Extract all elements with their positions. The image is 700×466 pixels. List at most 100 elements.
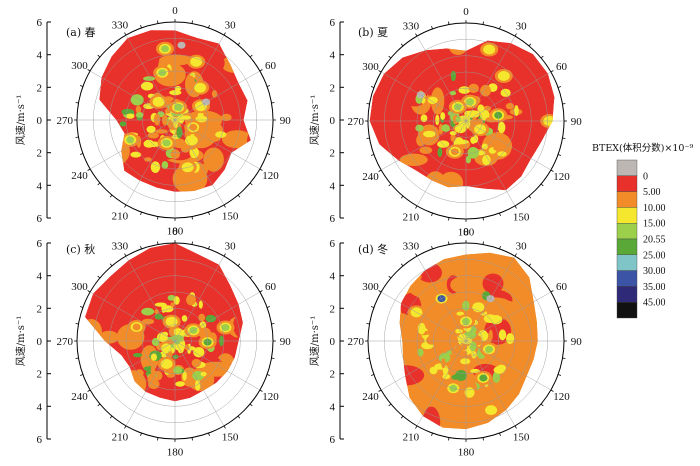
heatmap-cell: [175, 381, 186, 387]
polar-angle-tick: [223, 425, 226, 429]
heatmap-cell: [119, 121, 127, 127]
polar-angle-tick: [266, 306, 271, 308]
heatmap-cell: [144, 157, 152, 162]
heatmap-cell: [203, 147, 224, 172]
angle-tick-label: 30: [516, 21, 528, 33]
polar-angle-tick: [97, 403, 101, 407]
heatmap-cell: [481, 143, 488, 150]
polar-angle-tick: [259, 69, 263, 72]
heatmap-hotspot: [197, 102, 205, 110]
polar-angle-tick: [431, 25, 433, 30]
polar-angle-tick: [97, 54, 101, 58]
heatmap-cell: [435, 114, 440, 126]
heatmap-field-4: [399, 252, 538, 430]
heatmap-cell: [249, 339, 269, 369]
polar-angle-tick: [97, 182, 101, 186]
polar-angle-tick: [388, 55, 392, 59]
heatmap-cell: [422, 406, 441, 430]
polar-angle-tick: [157, 241, 159, 245]
polar-angle-tick: [140, 211, 142, 216]
polar-angle-tick: [514, 33, 517, 37]
polar-angle-tick: [540, 183, 544, 187]
heatmap-hotspot: [162, 360, 171, 368]
heatmap-cell: [150, 353, 157, 361]
polar-angle-tick: [366, 357, 370, 359]
radial-tick-label: 6: [37, 434, 43, 446]
heatmap-cell: [496, 40, 523, 71]
angle-tick-label: 180: [167, 446, 184, 458]
radial-tick-label: 0: [330, 336, 336, 348]
polar-grid-spoke: [174, 340, 261, 391]
heatmap-hotspot: [487, 406, 496, 414]
polar-angle-tick: [191, 20, 193, 24]
polar-angle-tick: [499, 432, 501, 437]
heatmap-cell: [500, 88, 511, 97]
polar-angle-tick: [415, 33, 418, 37]
radial-tick-label: 6: [37, 213, 43, 225]
heatmap-cell: [146, 125, 156, 133]
polar-angle-tick: [75, 357, 79, 359]
radial-tick-label: 4: [37, 271, 43, 283]
polar-angle-tick: [514, 205, 517, 209]
heatmap-cell: [167, 294, 176, 301]
angle-tick-label: 0: [172, 226, 178, 238]
polar-angle-tick: [415, 253, 418, 257]
polar-angle-tick: [109, 263, 113, 267]
polar-angle-tick: [431, 212, 433, 217]
radial-tick-label: 6: [37, 17, 43, 29]
angle-tick-label: 180: [167, 225, 184, 237]
heatmap-hotspot: [474, 303, 483, 311]
heatmap-cell: [169, 90, 182, 96]
polar-angle-tick: [237, 42, 241, 46]
heatmap-cell: [141, 81, 154, 91]
heatmap-cell: [214, 386, 243, 402]
polar-grid-spoke: [125, 34, 176, 121]
polar-angle-tick: [266, 374, 271, 376]
heatmap-cell: [426, 335, 438, 345]
heatmap-cell: [99, 132, 116, 160]
radial-tick-label: 2: [330, 82, 336, 94]
heatmap-cell: [176, 126, 183, 139]
polar-angle-tick: [157, 437, 159, 441]
angle-tick-label: 30: [225, 20, 237, 32]
colorbar-swatch: [616, 238, 638, 256]
heatmap-cell: [440, 112, 446, 120]
polar-angle-tick: [557, 86, 562, 88]
heatmap-cell: [173, 296, 180, 305]
heatmap-cell: [85, 319, 102, 345]
angle-tick-label: 270: [57, 115, 74, 127]
polar-angle-tick: [249, 182, 253, 186]
polar-angle-tick: [540, 275, 544, 279]
colorbar-swatch: [616, 254, 638, 271]
angle-tick-label: 330: [403, 21, 420, 33]
polar-angle-tick: [562, 137, 566, 139]
polar-angle-tick: [208, 432, 210, 437]
panel-1: 0 30 60 90 120 150 180 210 240 270 300 330 6 4 2 0 2 4 6 风速…: [15, 5, 291, 238]
radial-axis-label: 风速/m·s⁻¹: [15, 95, 27, 145]
polar-grid-spoke: [174, 291, 261, 342]
heatmap-cell: [155, 129, 168, 134]
heatmap-hotspot: [161, 45, 169, 53]
heatmap-cell: [143, 76, 156, 81]
polar-angle-tick: [79, 85, 84, 87]
heatmap-cell: [193, 347, 205, 358]
polar-angle-tick: [140, 432, 142, 437]
heatmap-cell: [482, 154, 491, 166]
heatmap-cell: [436, 377, 442, 389]
polar-angle-tick: [79, 153, 84, 155]
heatmap-cell: [147, 132, 159, 139]
heatmap-cell: [211, 90, 218, 98]
heatmap-cell: [522, 84, 555, 104]
colorbar-label: 20.55: [643, 235, 666, 246]
polar-angle-tick: [266, 153, 271, 155]
polar-angle-tick: [370, 154, 375, 156]
polar-angle-tick: [223, 253, 226, 257]
polar-angle-tick: [482, 217, 484, 221]
heatmap-cell: [474, 335, 482, 345]
heatmap-cell: [429, 306, 440, 314]
polar-angle-tick: [499, 212, 501, 217]
colorbar-swatch: [616, 302, 638, 319]
polar-grid-spoke: [174, 340, 225, 427]
polar-angle-tick: [388, 183, 392, 187]
heatmap-cell: [465, 390, 503, 408]
